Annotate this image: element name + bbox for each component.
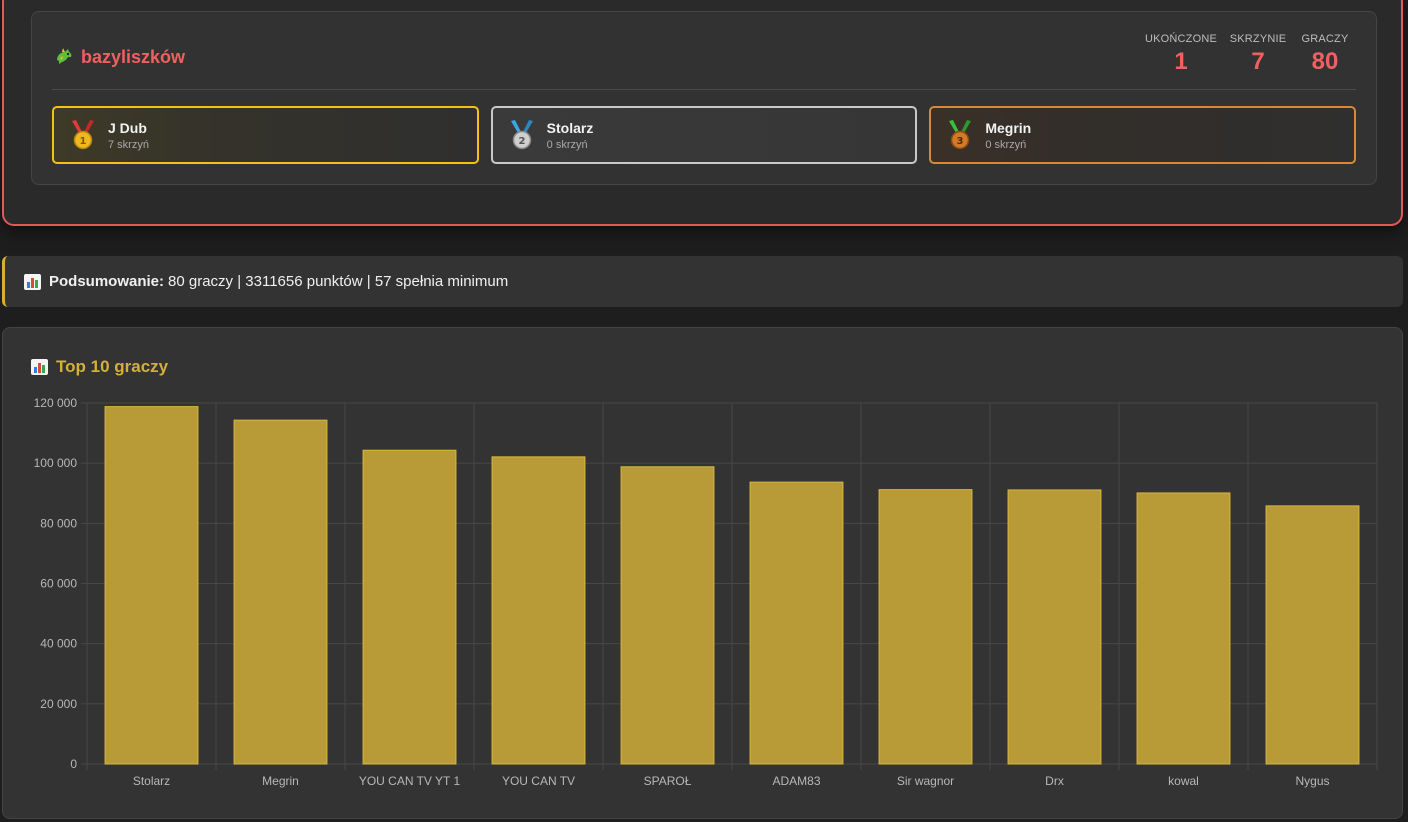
x-tick-label: ADAM83: [772, 774, 820, 788]
stat-label: GRACZY: [1301, 33, 1349, 45]
x-tick-label: Drx: [1045, 774, 1064, 788]
y-tick-label: 120 000: [34, 396, 78, 410]
player-name: J Dub: [108, 119, 147, 136]
podium-card-first: 1 J Dub 7 skrzyń: [52, 106, 479, 164]
boss-title: bazyliszków: [54, 46, 185, 69]
x-tick-label: Stolarz: [133, 774, 170, 788]
x-tick-label: kowal: [1168, 774, 1199, 788]
chart-card: Top 10 graczy 0 20 000 40 000 60 000 80 000 1…: [2, 327, 1403, 819]
y-tick-label: 60 000: [40, 577, 77, 591]
bar-chart-icon: [31, 359, 48, 375]
player-chests: 7 skrzyń: [108, 138, 149, 151]
bar: [1265, 505, 1360, 765]
bar: [104, 406, 199, 765]
y-tick-label: 20 000: [40, 697, 77, 711]
boss-stats: UKOŃCZONE 1 SKRZYNIE 7 GRACZY 80: [1140, 33, 1356, 76]
gold-medal-icon: 1: [70, 120, 96, 150]
stat-chests: SKRZYNIE 7: [1222, 33, 1294, 76]
y-tick-label: 0: [70, 757, 77, 771]
stat-label: UKOŃCZONE: [1144, 33, 1218, 45]
bar-chart-icon: [24, 273, 41, 290]
dragon-icon: [54, 46, 74, 69]
podium-card-third: 3 Megrin 0 skrzyń: [929, 106, 1357, 164]
podium: 1 J Dub 7 skrzyń 2: [52, 106, 1357, 164]
player-name: Megrin: [985, 119, 1032, 136]
svg-text:3: 3: [957, 136, 964, 147]
boss-section: bazyliszków UKOŃCZONE 1 SKRZYNIE 7 GRACZ…: [2, 0, 1403, 226]
stat-label: SKRZYNIE: [1229, 33, 1287, 45]
player-chests: 0 skrzyń: [985, 138, 1027, 151]
x-tick-label: YOU CAN TV YT 1: [359, 774, 461, 788]
stat-value: 80: [1311, 48, 1339, 75]
bar-chart: 0 20 000 40 000 60 000 80 000 100 000 120 000 S…: [34, 396, 1378, 788]
bar: [749, 481, 844, 765]
x-tick-label: SPAROŁ: [644, 774, 692, 788]
stat-completed: UKOŃCZONE 1: [1140, 33, 1222, 76]
bronze-medal-icon: 3: [947, 120, 973, 150]
x-tick-label: Nygus: [1295, 774, 1329, 788]
bar: [362, 449, 457, 765]
stat-value: 7: [1251, 48, 1265, 75]
boss-name: bazyliszków: [81, 47, 186, 67]
svg-text:2: 2: [518, 136, 525, 147]
y-tick-label: 100 000: [34, 456, 78, 470]
divider: [52, 89, 1356, 90]
bar: [233, 419, 328, 765]
x-tick-label: YOU CAN TV: [502, 774, 575, 788]
y-tick-label: 80 000: [40, 516, 77, 530]
chart-title-text: Top 10 graczy: [56, 357, 169, 376]
stat-value: 1: [1174, 48, 1188, 75]
player-name: Stolarz: [546, 119, 594, 136]
bar: [1007, 489, 1102, 765]
podium-card-second: 2 Stolarz 0 skrzyń: [490, 106, 918, 164]
chart-title: Top 10 graczy: [31, 357, 168, 377]
summary-label: Podsumowanie:: [49, 273, 165, 290]
stat-players: GRACZY 80: [1294, 33, 1356, 76]
x-tick-label: Megrin: [262, 774, 299, 788]
silver-medal-icon: 2: [509, 120, 535, 150]
bar: [491, 456, 586, 765]
player-chests: 0 skrzyń: [546, 138, 588, 151]
summary-bar: Podsumowanie: 80 graczy | 3311656 punktó…: [2, 256, 1403, 307]
svg-text:1: 1: [80, 136, 87, 147]
x-tick-label: Sir wagnor: [897, 774, 954, 788]
bar: [878, 489, 973, 765]
bar: [620, 466, 715, 765]
bar: [1136, 492, 1231, 765]
boss-card: bazyliszków UKOŃCZONE 1 SKRZYNIE 7 GRACZ…: [31, 11, 1377, 185]
y-tick-label: 40 000: [40, 637, 77, 651]
summary-text: 80 graczy | 3311656 punktów | 57 spełnia…: [168, 273, 509, 290]
